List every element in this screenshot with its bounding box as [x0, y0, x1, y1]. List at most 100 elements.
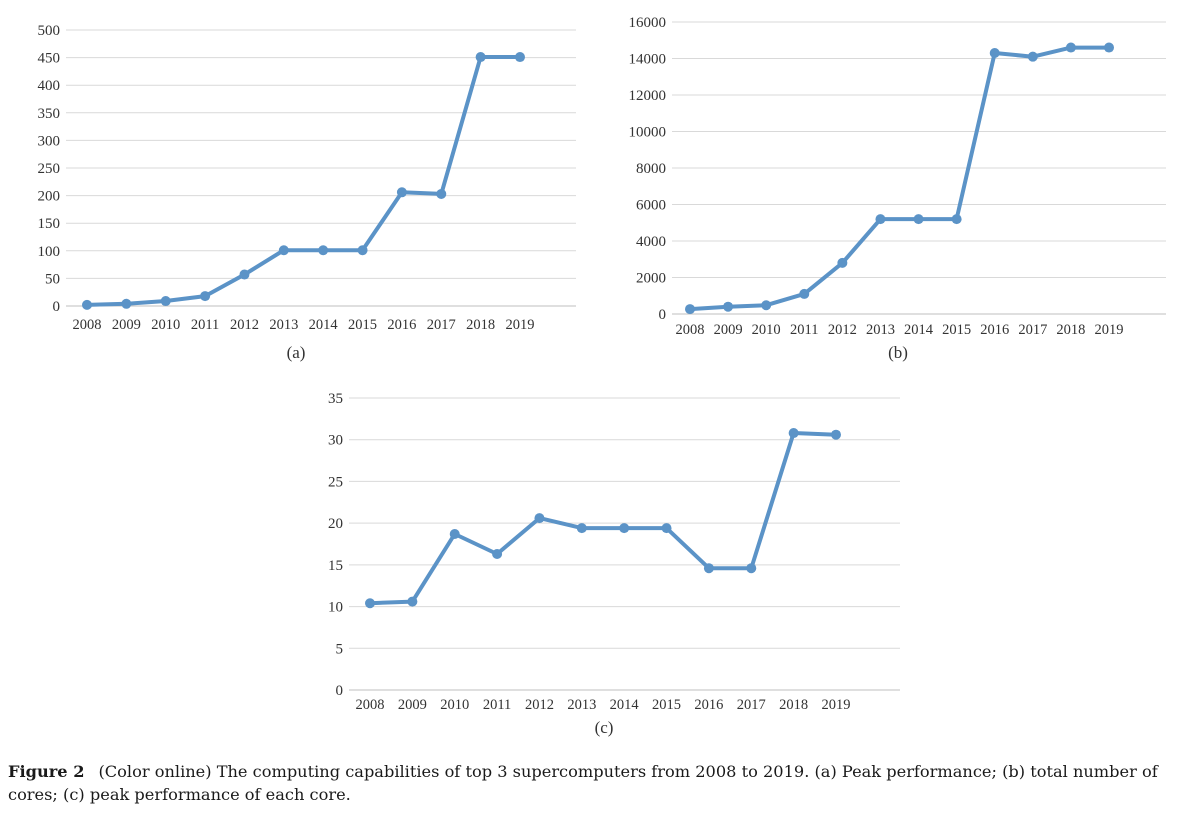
c-ytick-label-5: 25: [328, 474, 343, 490]
c-xtick-label-7: 2015: [652, 697, 681, 713]
b-data-point-5: [875, 214, 886, 225]
a-data-point-9: [436, 188, 447, 199]
a-xtick-label-6: 2014: [309, 317, 339, 333]
a-xtick-label-0: 2008: [73, 317, 102, 333]
a-data-point-1: [121, 298, 132, 309]
a-xtick-label-2: 2010: [151, 317, 180, 333]
b-ytick-label-3: 6000: [636, 198, 666, 214]
b-ytick-label-5: 10000: [629, 125, 667, 141]
a-data-point-3: [200, 291, 211, 302]
c-xtick-label-9: 2017: [737, 697, 766, 713]
b-data-point-8: [989, 48, 1000, 59]
a-data-point-6: [318, 245, 329, 256]
c-xtick-label-2: 2010: [440, 697, 469, 713]
b-data-point-7: [951, 214, 962, 225]
a-xtick-label-5: 2013: [269, 317, 298, 333]
a-data-point-4: [239, 269, 250, 280]
a-ytick-label-3: 150: [38, 216, 61, 232]
b-xtick-label-4: 2012: [828, 322, 857, 338]
b-data-point-4: [837, 257, 848, 268]
c-ytick-label-4: 20: [328, 516, 343, 532]
b-xtick-label-8: 2016: [980, 322, 1009, 338]
b-data-point-10: [1065, 42, 1076, 53]
c-data-point-1: [407, 596, 418, 607]
c-ytick-label-0: 0: [336, 683, 344, 699]
c-ytick-label-3: 15: [328, 558, 343, 574]
a-data-point-7: [357, 245, 368, 256]
b-ytick-label-4: 8000: [636, 161, 666, 177]
a-xtick-label-8: 2016: [387, 317, 416, 333]
figure-caption: Figure 2 (Color online) The computing cap…: [8, 760, 1198, 806]
c-xtick-label-10: 2018: [779, 697, 808, 713]
c-subtitle: (c): [595, 718, 614, 737]
b-ytick-label-1: 2000: [636, 271, 666, 287]
c-data-point-6: [619, 523, 630, 534]
a-ytick-label-7: 350: [38, 106, 61, 122]
c-data-point-10: [788, 428, 799, 439]
a-data-point-10: [475, 52, 486, 63]
c-xtick-label-5: 2013: [567, 697, 596, 713]
a-series-line: [85, 55, 522, 307]
b-data-point-3: [799, 288, 810, 299]
c-ytick-label-7: 35: [328, 391, 343, 407]
a-ytick-label-9: 450: [38, 51, 61, 67]
c-ytick-label-2: 10: [328, 600, 343, 616]
b-ytick-label-7: 14000: [629, 52, 667, 68]
b-ytick-label-8: 16000: [629, 15, 667, 31]
c-xtick-label-4: 2012: [525, 697, 554, 713]
b-data-point-2: [761, 300, 772, 311]
c-data-point-3: [492, 549, 503, 560]
c-ytick-label-6: 30: [328, 433, 343, 449]
a-xtick-label-1: 2009: [112, 317, 141, 333]
a-ytick-label-2: 100: [38, 244, 61, 260]
a-data-point-0: [82, 299, 92, 310]
b-data-point-11: [1104, 42, 1114, 53]
a-data-point-5: [278, 245, 289, 256]
a-xtick-label-7: 2015: [348, 317, 377, 333]
c-data-point-9: [746, 563, 757, 574]
b-xtick-label-5: 2013: [866, 322, 895, 338]
c-xtick-label-8: 2016: [694, 697, 723, 713]
a-subtitle: (a): [287, 343, 306, 362]
c-xtick-label-1: 2009: [398, 697, 427, 713]
a-ytick-label-5: 250: [38, 161, 61, 177]
b-data-point-0: [685, 304, 695, 315]
b-xtick-label-1: 2009: [714, 322, 743, 338]
a-ytick-label-8: 400: [38, 78, 61, 94]
b-xtick-label-2: 2010: [752, 322, 781, 338]
b-xtick-label-9: 2017: [1018, 322, 1047, 338]
b-xtick-label-3: 2011: [790, 322, 818, 338]
a-data-point-8: [396, 187, 407, 198]
b-subtitle: (b): [888, 343, 908, 362]
c-data-point-8: [703, 563, 714, 574]
c-xtick-label-0: 2008: [356, 697, 385, 713]
b-data-point-9: [1027, 51, 1038, 62]
a-xtick-label-4: 2012: [230, 317, 259, 333]
figure-caption-text: (Color online) The computing capabilitie…: [8, 762, 1158, 804]
c-series-line: [368, 431, 838, 606]
b-ytick-label-6: 12000: [629, 88, 667, 104]
b-xtick-label-6: 2014: [904, 322, 934, 338]
b-xtick-label-7: 2015: [942, 322, 971, 338]
a-ytick-label-10: 500: [38, 23, 61, 39]
a-data-point-11: [515, 52, 525, 63]
c-data-point-7: [661, 523, 672, 534]
c-xtick-label-6: 2014: [610, 697, 640, 713]
a-xtick-label-11: 2019: [506, 317, 535, 333]
c-data-point-0: [365, 598, 375, 609]
c-data-point-11: [831, 429, 841, 440]
c-data-point-4: [534, 513, 545, 524]
c-xtick-label-11: 2019: [822, 697, 851, 713]
a-ytick-label-6: 300: [38, 133, 61, 149]
a-ytick-label-1: 50: [45, 271, 60, 287]
b-data-point-1: [723, 301, 734, 312]
b-data-point-6: [913, 214, 924, 225]
a-xtick-label-10: 2018: [466, 317, 495, 333]
c-data-point-5: [576, 523, 587, 534]
a-xtick-label-3: 2011: [191, 317, 219, 333]
a-data-point-2: [160, 296, 171, 307]
b-xtick-label-0: 2008: [676, 322, 705, 338]
